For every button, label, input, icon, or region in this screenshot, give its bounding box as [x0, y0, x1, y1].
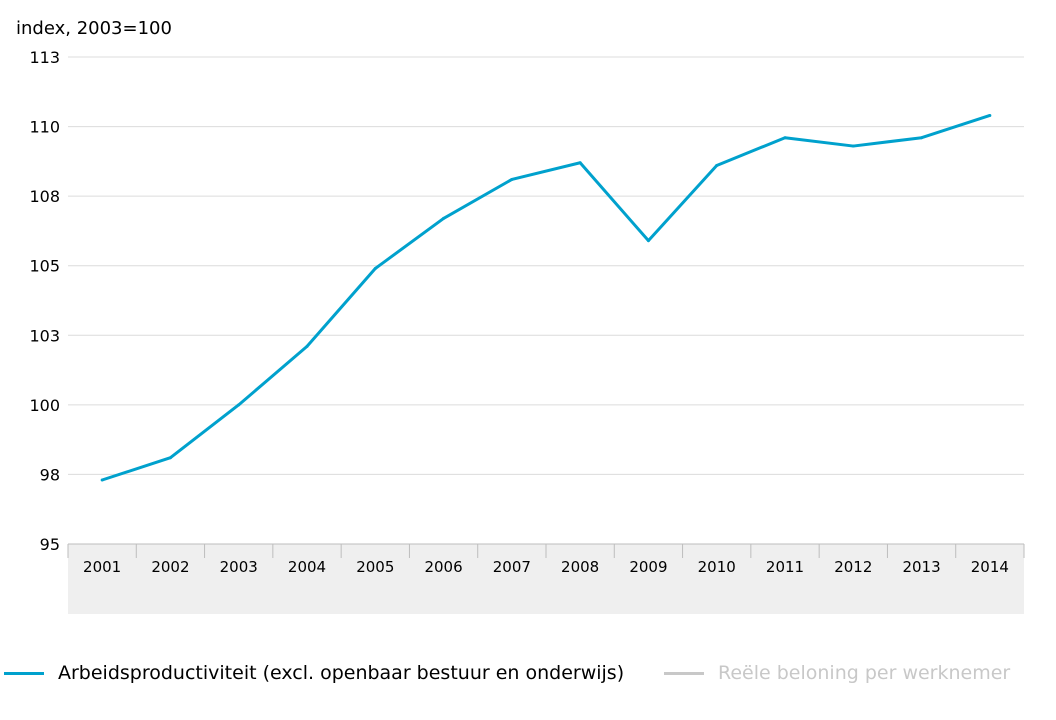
x-tick-label: 2007	[493, 558, 531, 576]
data-point	[237, 403, 241, 407]
data-point	[783, 136, 787, 140]
data-point	[920, 136, 924, 140]
chart-svg: index, 2003=100 95 98 100 103 105 108 110 113 2…	[16, 18, 1025, 614]
data-point	[510, 177, 514, 181]
x-tick-label: 2011	[766, 558, 804, 576]
legend-swatch	[4, 671, 44, 675]
legend-label: Arbeidsproductiviteit (excl. openbaar be…	[58, 662, 625, 684]
x-tick-label: 2008	[561, 558, 599, 576]
y-axis-label: index, 2003=100	[16, 18, 172, 39]
data-point	[851, 144, 855, 148]
y-tick-label: 103	[29, 326, 60, 345]
legend-item-reele-beloning[interactable]: Reële beloning per werknemer	[664, 662, 1010, 684]
x-tick-label: 2014	[971, 558, 1009, 576]
y-tick-label: 113	[29, 48, 60, 67]
x-tick-label: 2010	[698, 558, 736, 576]
y-tick-label: 110	[29, 118, 60, 137]
x-tick-label: 2004	[288, 558, 326, 576]
data-point	[168, 456, 172, 460]
y-tick-label: 108	[29, 187, 60, 206]
legend-swatch	[664, 671, 704, 675]
x-tick-label: 2012	[834, 558, 872, 576]
data-point	[578, 161, 582, 165]
data-point	[715, 164, 719, 168]
data-point	[100, 478, 104, 482]
y-tick-label: 100	[29, 396, 60, 415]
legend: Arbeidsproductiviteit (excl. openbaar be…	[0, 662, 1056, 692]
data-point	[373, 266, 377, 270]
legend-item-arbeidsproductiviteit[interactable]: Arbeidsproductiviteit (excl. openbaar be…	[4, 662, 624, 684]
x-tick-label: 2005	[356, 558, 394, 576]
series-line	[101, 114, 991, 482]
x-tick-label: 2001	[83, 558, 121, 576]
data-point	[988, 113, 992, 117]
x-tick-label: 2003	[220, 558, 258, 576]
data-point	[305, 344, 309, 348]
data-point	[442, 216, 446, 220]
x-tick-label: 2013	[902, 558, 940, 576]
x-tick-label: 2009	[629, 558, 667, 576]
x-tick-label: 2006	[424, 558, 462, 576]
data-point	[646, 239, 650, 243]
x-tick-label: 2002	[151, 558, 189, 576]
y-tick-label: 95	[40, 535, 60, 554]
legend-label: Reële beloning per werknemer	[718, 662, 1011, 684]
y-tick-label: 98	[40, 465, 60, 484]
y-tick-label: 105	[29, 257, 60, 276]
